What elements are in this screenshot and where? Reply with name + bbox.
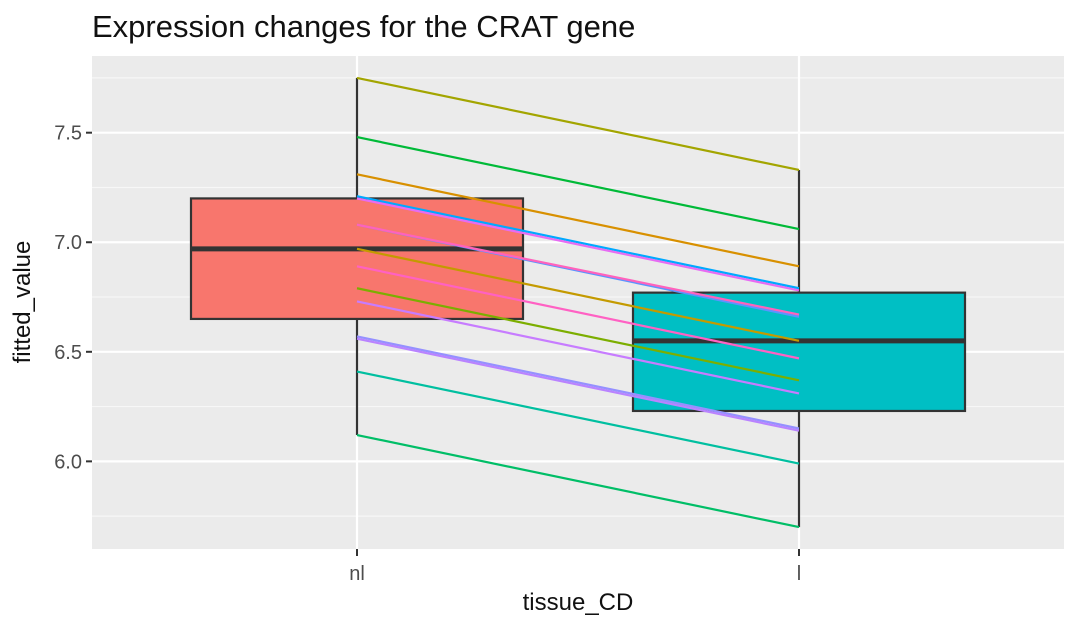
y-tick-label: 7.5 xyxy=(54,123,82,145)
subject-line xyxy=(356,76,800,172)
chart-title: Expression changes for the CRAT gene xyxy=(92,9,635,44)
box-l xyxy=(631,291,967,413)
x-axis-title: tissue_CD xyxy=(523,589,634,616)
subject-line xyxy=(356,433,800,529)
box-nl xyxy=(189,197,525,321)
subject-line xyxy=(356,370,800,465)
x-tick-label: nl xyxy=(349,563,365,585)
subject-line xyxy=(356,300,800,395)
subject-line xyxy=(356,135,800,231)
subject-lines xyxy=(356,76,800,529)
x-axis: nl l xyxy=(349,549,801,585)
subject-line xyxy=(356,247,800,342)
subject-line xyxy=(356,223,800,316)
subject-line xyxy=(356,195,800,290)
y-axis-title: fitted_value xyxy=(9,241,36,364)
y-axis: 6.0 6.5 7.0 7.5 xyxy=(54,123,92,473)
subject-line xyxy=(356,335,800,430)
x-tick-label: l xyxy=(797,563,801,585)
subject-line xyxy=(356,197,800,292)
subject-line xyxy=(356,337,800,432)
subject-line xyxy=(356,265,800,360)
subject-line xyxy=(356,287,800,382)
watermark: 知乎 @chen586 xyxy=(838,568,1052,601)
subject-line xyxy=(356,173,800,268)
y-tick-label: 7.0 xyxy=(54,232,82,254)
y-tick-label: 6.0 xyxy=(54,451,82,473)
y-tick-label: 6.5 xyxy=(54,342,82,364)
